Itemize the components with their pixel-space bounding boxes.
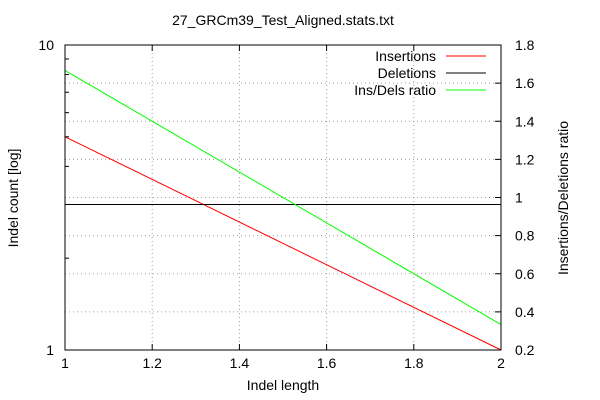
y2-tick-label: 0.2 <box>515 342 535 358</box>
x-axis-label: Indel length <box>247 377 319 393</box>
x-tick-label: 1.6 <box>317 355 337 371</box>
x-tick-label: 1.4 <box>230 355 250 371</box>
y2-tick-label: 1.4 <box>515 113 535 129</box>
x-tick-label: 1.8 <box>404 355 424 371</box>
y2-tick-label: 0.4 <box>515 304 535 320</box>
series-layer <box>64 69 502 351</box>
y2-tick-label: 1.2 <box>515 151 535 167</box>
x-tick-label: 1.2 <box>142 355 162 371</box>
series-line-ins-dels-ratio <box>64 69 502 326</box>
x-tick-label: 2 <box>497 355 505 371</box>
y2-tick-label: 1 <box>515 190 523 206</box>
grid <box>65 45 501 350</box>
y2-axis-label: Insertions/Deletions ratio <box>555 121 571 275</box>
tick-labels: 1 1.2 1.4 1.6 1.8 2 0.2 0.4 0.6 0.8 1 1.2 1.4 1.6 1.8 1… <box>38 37 534 371</box>
x-tick-label: 1 <box>61 355 69 371</box>
y2-tick-label: 0.6 <box>515 266 535 282</box>
series-line-insertions <box>64 136 502 351</box>
y2-tick-label: 1.8 <box>515 37 535 53</box>
chart-title: 27_GRCm39_Test_Aligned.stats.txt <box>172 12 394 28</box>
legend-label-ins-dels-ratio: Ins/Dels ratio <box>354 82 436 98</box>
y2-tick-label: 0.8 <box>515 228 535 244</box>
legend-label-deletions: Deletions <box>378 65 436 81</box>
y-axis-label: Indel count [log] <box>5 149 21 248</box>
y-tick-label: 10 <box>38 37 54 53</box>
legend-label-insertions: Insertions <box>375 48 436 64</box>
y2-tick-label: 1.6 <box>515 75 535 91</box>
tick-marks <box>64 44 502 351</box>
y-tick-label: 1 <box>46 342 54 358</box>
